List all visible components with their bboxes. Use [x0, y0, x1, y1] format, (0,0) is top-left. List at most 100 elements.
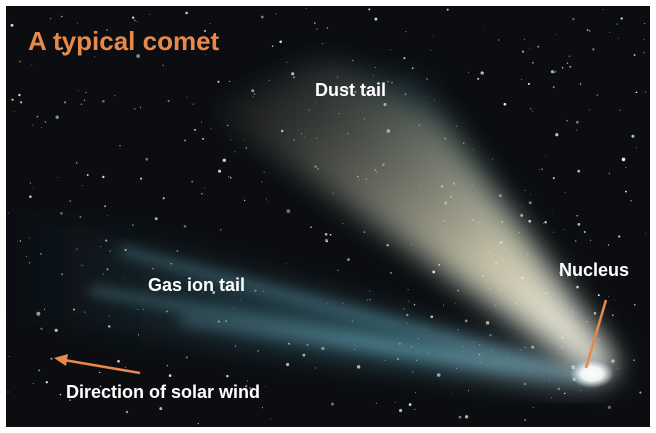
star — [447, 9, 449, 11]
star — [168, 100, 170, 102]
star — [132, 17, 134, 19]
star — [572, 18, 574, 20]
star — [531, 346, 534, 349]
star — [455, 303, 456, 304]
star — [162, 65, 163, 66]
star — [643, 52, 644, 53]
star — [498, 39, 499, 40]
star — [551, 397, 552, 398]
star — [33, 383, 34, 384]
star — [140, 107, 141, 108]
star — [549, 381, 550, 382]
star — [414, 304, 416, 306]
star — [330, 234, 332, 236]
star — [104, 205, 106, 207]
star — [437, 373, 441, 377]
star — [553, 86, 555, 88]
star — [518, 328, 519, 329]
star — [244, 200, 245, 201]
star — [46, 381, 48, 383]
star — [37, 116, 39, 118]
star — [18, 94, 20, 96]
star — [19, 60, 21, 62]
star — [639, 392, 641, 394]
star — [107, 215, 108, 216]
star — [477, 78, 479, 80]
star — [539, 169, 540, 170]
star — [603, 9, 604, 10]
star — [415, 392, 416, 393]
star — [125, 367, 126, 368]
star — [529, 48, 530, 49]
star — [504, 103, 507, 106]
star — [337, 270, 338, 271]
star — [11, 24, 14, 27]
star — [132, 224, 133, 225]
star — [343, 223, 344, 224]
star — [468, 390, 469, 391]
star — [191, 181, 193, 183]
star — [270, 418, 271, 419]
star — [552, 211, 553, 212]
solar-wind-label: Direction of solar wind — [66, 382, 260, 402]
star — [82, 185, 83, 186]
star — [530, 108, 532, 110]
star — [473, 149, 474, 150]
star — [217, 81, 219, 83]
star — [554, 72, 555, 73]
star — [264, 172, 265, 173]
star — [77, 23, 78, 24]
star — [30, 182, 31, 183]
star — [57, 177, 58, 178]
star — [633, 360, 634, 361]
star — [580, 390, 581, 391]
star — [231, 139, 232, 140]
star — [567, 63, 568, 64]
star — [55, 329, 58, 332]
star — [61, 16, 62, 17]
star — [612, 314, 614, 316]
star — [229, 81, 230, 82]
star — [210, 23, 211, 24]
star — [60, 212, 62, 214]
star — [590, 240, 591, 241]
star — [406, 314, 408, 316]
star — [412, 371, 413, 372]
star — [456, 126, 457, 127]
star — [564, 393, 566, 395]
star — [608, 406, 611, 409]
star — [8, 392, 9, 393]
nucleus-label: Nucleus — [559, 260, 629, 280]
star — [230, 177, 232, 179]
star — [267, 201, 268, 202]
comet-image: A typical comet Dust tail Gas ion tail N… — [0, 0, 656, 433]
title: A typical comet — [28, 26, 220, 56]
star — [594, 312, 597, 315]
star — [163, 197, 165, 199]
star — [492, 159, 493, 160]
star — [275, 13, 276, 14]
star — [50, 358, 52, 360]
star — [306, 8, 307, 9]
star — [228, 176, 229, 177]
star — [14, 111, 15, 112]
star — [85, 92, 86, 93]
star — [556, 34, 557, 35]
star — [589, 30, 590, 31]
star — [537, 46, 539, 48]
star — [618, 368, 619, 369]
star — [114, 95, 115, 96]
star — [520, 350, 521, 351]
star — [458, 290, 459, 291]
star — [614, 299, 615, 300]
star — [408, 301, 409, 302]
star — [544, 221, 546, 223]
star — [204, 188, 205, 189]
star — [198, 423, 199, 424]
star — [465, 415, 468, 418]
star — [69, 200, 71, 202]
star — [286, 263, 287, 264]
star — [620, 110, 621, 111]
star — [194, 129, 196, 131]
star — [286, 62, 287, 63]
